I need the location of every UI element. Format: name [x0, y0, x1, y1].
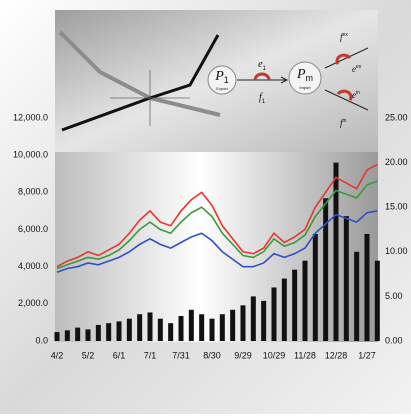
bar — [137, 314, 143, 341]
bar — [261, 300, 267, 341]
bar — [364, 233, 370, 341]
inset-diagram: P1 Export Pm Import e1 f1 fex eex ein fi… — [55, 10, 378, 152]
x-tick-label: 4/2 — [51, 350, 64, 360]
demand-curve — [61, 34, 220, 132]
line — [56, 210, 378, 273]
port-label: eex — [352, 64, 362, 74]
y2-tick-label: 5.00 — [385, 291, 403, 301]
y2-tick-label: 20.00 — [385, 157, 408, 167]
y-tick-label: 10,000.0 — [13, 150, 48, 160]
edge-label: f1 — [259, 92, 266, 104]
bar — [250, 296, 256, 341]
bar — [199, 314, 205, 341]
node — [207, 65, 237, 95]
y-tick-label: 8,000.0 — [18, 187, 48, 197]
bar — [271, 287, 277, 341]
bar — [292, 269, 298, 341]
port-arc — [335, 53, 352, 65]
bar — [106, 323, 112, 341]
axes: 0.0 2,000.0 4,000.0 6,000.0 8,000.0 10,000.0 1… — [13, 112, 408, 360]
y-tick-label: 12,000.0 — [13, 112, 48, 122]
supply-curve — [58, 30, 221, 117]
y2-tick-label: 0.00 — [385, 335, 403, 345]
bar — [116, 321, 122, 341]
x-tick-label: 8/30 — [203, 350, 221, 360]
bar — [323, 198, 329, 341]
bar — [354, 251, 360, 341]
bar — [157, 318, 163, 341]
port-arc — [336, 89, 353, 101]
port-arc — [253, 72, 271, 81]
node-caption: Import — [299, 85, 311, 90]
bar — [219, 314, 225, 341]
bar — [147, 312, 153, 341]
bar — [343, 216, 349, 341]
x-tick-label: 9/29 — [234, 350, 252, 360]
line — [56, 163, 378, 268]
port-label: ein — [352, 90, 360, 100]
edge — [324, 47, 369, 69]
y-tick-label: 4,000.0 — [18, 261, 48, 271]
y-tick-label: 6,000.0 — [18, 224, 48, 234]
node-caption: Export — [216, 86, 228, 91]
port-label: fin — [340, 118, 347, 128]
y-tick-label: 0.0 — [35, 335, 48, 345]
y2-tick-label: 25.00 — [385, 112, 408, 122]
y2-tick-label: 15.00 — [385, 202, 408, 212]
bar — [374, 260, 380, 341]
line — [56, 180, 378, 270]
bar — [188, 309, 194, 341]
bar — [168, 323, 174, 341]
x-tick-label: 11/28 — [294, 350, 316, 360]
bar — [178, 316, 184, 341]
bar — [230, 309, 236, 341]
bar — [64, 330, 70, 341]
plot — [54, 162, 380, 341]
node-label: P1 — [214, 69, 229, 85]
edge-label: e1 — [258, 59, 266, 71]
arrow-head — [280, 76, 289, 84]
bar — [95, 324, 101, 341]
x-tick-label: 1/27 — [358, 350, 376, 360]
plot-area — [55, 152, 378, 342]
x-tick-label: 12/28 — [325, 350, 348, 360]
bar — [333, 162, 339, 341]
x-tick-label: 7/1 — [144, 350, 157, 360]
bar — [126, 318, 132, 341]
bar — [75, 327, 81, 341]
x-tick-label: 7/31 — [172, 350, 190, 360]
port-label: fex — [340, 32, 348, 42]
node-label: Pm — [296, 67, 313, 83]
y-tick-label: 2,000.0 — [18, 298, 48, 308]
x-tick-label: 5/2 — [82, 350, 95, 360]
bar — [302, 260, 308, 341]
x-tick-label: 6/1 — [113, 350, 126, 360]
bar — [312, 233, 318, 341]
bar — [54, 332, 60, 341]
bar — [281, 278, 287, 341]
bar — [85, 329, 91, 341]
y2-tick-label: 10.00 — [385, 246, 408, 256]
bar — [240, 305, 246, 341]
edge — [324, 89, 369, 111]
x-tick-label: 10/29 — [263, 350, 286, 360]
node — [288, 61, 322, 95]
bar — [209, 318, 215, 341]
